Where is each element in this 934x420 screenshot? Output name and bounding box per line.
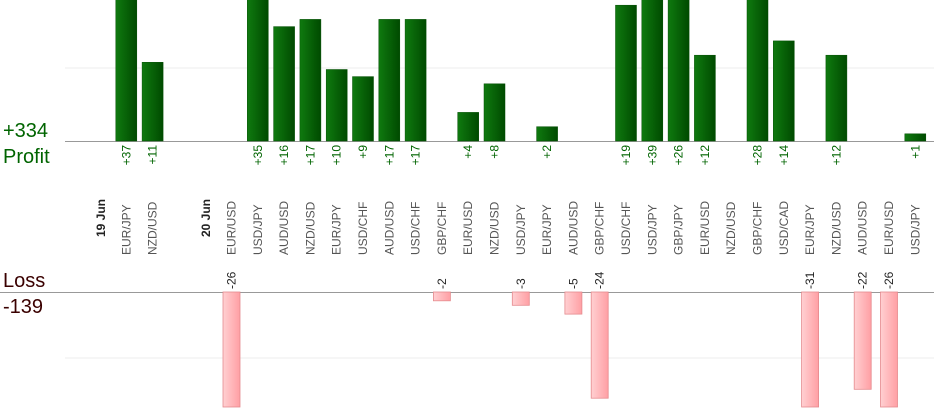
symbol-label: EUR/USD [461,201,475,255]
loss-value-label: -26 [225,271,239,289]
loss-value-label: -22 [856,271,870,289]
profit-value-label: +14 [777,145,791,166]
loss-bar [590,291,609,399]
profit-value-label: +1 [908,145,922,159]
symbol-label: AUD/USD [277,201,291,255]
symbol-label: NZD/USD [724,201,738,255]
profit-bar [773,40,795,142]
symbol-label: NZD/USD [488,201,502,255]
symbol-label: USD/JPY [514,204,528,255]
symbol-label: USD/CHF [356,202,370,255]
profit-bar [615,4,637,142]
profit-value-label: +10 [330,145,344,166]
labels: 19 Jun EUR/JPY +37 NZD/USD +11 20 Jun EUR/USD -… [94,145,922,289]
symbol-label: EUR/USD [882,201,896,255]
date-label: 19 Jun [94,199,108,237]
profit-bar [904,133,927,142]
profit-value-label: +12 [829,145,843,166]
symbol-label: NZD/USD [146,201,160,255]
symbol-label: EUR/USD [698,201,712,255]
loss-bar [853,291,872,390]
symbol-label: USD/JPY [645,204,659,255]
profit-value-label: +17 [382,145,396,166]
symbol-label: USD/JPY [908,204,922,255]
loss-value-label: -3 [514,278,528,289]
symbol-label: GBP/CHF [435,202,449,255]
profit-bar [404,19,427,142]
profit-value-label: +17 [303,145,317,166]
symbol-label: GBP/CHF [751,202,765,255]
symbol-label: USD/CHF [619,202,633,255]
profit-bar [141,62,164,142]
profit-value-label: +19 [619,145,633,166]
symbol-label: EUR/JPY [330,204,344,255]
profit-label: Profit [3,146,50,168]
profit-bar [457,112,479,142]
loss-label: Loss [3,270,45,292]
symbol-label: EUR/JPY [540,204,554,255]
profit-value-label: +9 [356,145,370,159]
profit-value-label: +26 [672,145,686,166]
profit-bar [483,83,506,142]
profit-bar [536,126,558,142]
profit-bar [378,19,401,142]
loss-bar [880,291,898,408]
loss-value-label: -24 [593,271,607,289]
profit-bar [746,0,769,142]
loss-bar [564,291,583,315]
profit-value-label: +28 [751,145,765,166]
loss-value-label: -26 [882,271,896,289]
profit-value-label: +37 [119,145,133,166]
profit-value-label: +16 [277,145,291,166]
bars [115,0,927,408]
symbol-label: USD/CAD [777,201,791,255]
symbol-label: NZD/USD [829,201,843,255]
date-label: 20 Jun [199,199,213,237]
profit-bar [247,0,269,142]
profit-value-label: +12 [698,145,712,166]
profit-bar [641,0,664,142]
loss-value-label: -2 [435,278,449,289]
symbol-label: GBP/JPY [672,204,686,255]
profit-bar [325,69,348,142]
profit-value-label: +39 [645,145,659,166]
loss-bar [511,291,530,306]
loss-total: -139 [3,296,43,318]
loss-value-label: -5 [566,278,580,289]
loss-bar [222,291,241,408]
profit-bar [667,0,690,142]
symbol-label: NZD/USD [303,201,317,255]
profit-bar [694,54,716,142]
symbol-label: AUD/USD [856,201,870,255]
profit-value-label: +17 [409,145,423,166]
profit-value-label: +11 [146,145,160,165]
symbol-label: EUR/JPY [119,204,133,255]
profit-value-label: +2 [540,145,554,159]
symbol-label: EUR/USD [225,201,239,255]
profit-bar [825,54,848,142]
profit-bar [273,26,295,142]
loss-bar [801,291,819,408]
profit-value-label: +4 [461,145,475,159]
symbol-label: USD/CHF [409,202,423,255]
symbol-label: GBP/CHF [593,202,607,255]
profit-bar [115,0,138,142]
symbol-label: USD/JPY [251,204,265,255]
loss-bar [432,291,451,302]
profit-total: +334 [3,120,48,142]
symbol-label: EUR/JPY [803,204,817,255]
profit-bar [299,19,322,142]
loss-value-label: -31 [803,271,817,289]
symbol-label: AUD/USD [382,201,396,255]
symbol-label: AUD/USD [566,201,580,255]
profit-value-label: +8 [488,145,502,159]
profit-value-label: +35 [251,145,265,166]
profit-bar [352,76,374,142]
